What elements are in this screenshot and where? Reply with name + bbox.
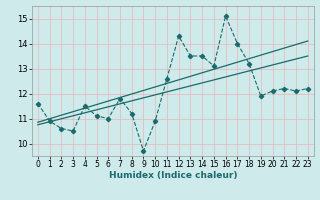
X-axis label: Humidex (Indice chaleur): Humidex (Indice chaleur) [108, 171, 237, 180]
